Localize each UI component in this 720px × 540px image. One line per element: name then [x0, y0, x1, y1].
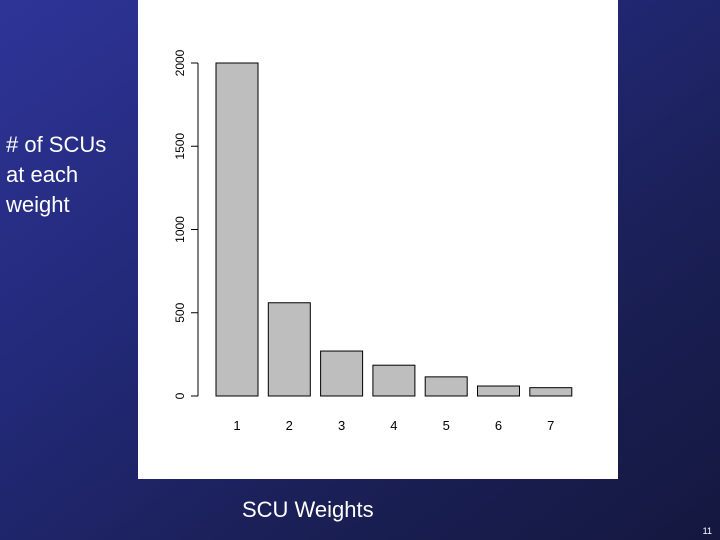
bar-7	[529, 387, 573, 397]
y-axis-title-line-2: at each	[6, 162, 79, 187]
x-tick-label: 2	[286, 418, 293, 433]
y-axis-title-line-3: weight	[6, 192, 70, 217]
y-tick-label: 1500	[173, 133, 187, 160]
y-axis-title-line-1: # of SCUs	[6, 132, 107, 157]
slide-number: 11	[702, 526, 712, 536]
x-tick-label: 1	[233, 418, 240, 433]
y-axis-title: # of SCUs at each weight	[6, 130, 136, 220]
chart-panel: 0 500 1000 1500 2000 1 2 3 4 5 6 7	[138, 0, 618, 479]
bar-2	[267, 302, 311, 397]
x-tick-label: 4	[390, 418, 397, 433]
x-tick-label: 3	[338, 418, 345, 433]
y-tick-label: 0	[173, 392, 187, 399]
x-tick-label: 7	[547, 418, 554, 433]
y-tick-label: 2000	[173, 49, 187, 76]
x-axis-title: SCU Weights	[242, 497, 374, 522]
bar-chart: 0 500 1000 1500 2000 1 2 3 4 5 6 7	[173, 49, 573, 433]
y-tick-label: 500	[173, 302, 187, 322]
x-tick-label: 6	[495, 418, 502, 433]
x-tick-label: 5	[443, 418, 450, 433]
bar-6	[477, 385, 520, 397]
bar-4	[372, 364, 416, 397]
bar-3	[320, 350, 364, 397]
y-tick-label: 1000	[173, 216, 187, 243]
bar-5	[424, 376, 468, 397]
bar-1	[215, 62, 259, 397]
